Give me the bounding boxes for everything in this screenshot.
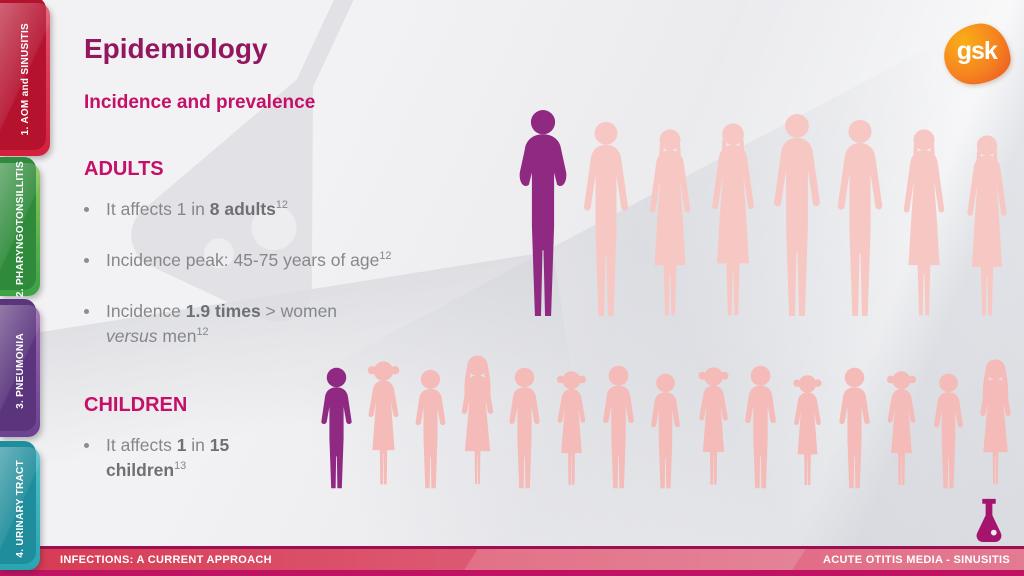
list-item: It affects 1 in 15 children13 <box>84 433 354 483</box>
children-heading: CHILDREN <box>84 394 188 416</box>
adult-figure <box>893 128 955 320</box>
adults-heading: ADULTS <box>84 158 164 180</box>
adult-figure <box>766 112 828 320</box>
list-item: It affects 1 in 8 adults12 <box>84 197 424 222</box>
child-figure <box>314 366 359 490</box>
adult-figure <box>639 128 701 320</box>
sidebar-tab-label: 1. AOM and SINUSITIS <box>19 23 31 136</box>
adults-section: ADULTS It affects 1 in 8 adults12 Incide… <box>84 158 424 375</box>
child-figure <box>455 354 500 490</box>
bullet-icon <box>84 258 89 263</box>
child-figure <box>973 358 1018 490</box>
bullet-text: It affects 1 in 8 adults12 <box>106 199 288 219</box>
sidebar-tab-pneumonia[interactable]: 3. PNEUMONIA <box>0 299 40 437</box>
child-figure <box>738 364 783 490</box>
child-figure <box>879 370 924 490</box>
footer-main-bar: INFECTIONS: A CURRENT APPROACH ACUTE OTI… <box>0 549 1024 570</box>
gsk-logo: gsk <box>941 20 1013 88</box>
footer-sheen <box>461 549 809 570</box>
child-figure <box>643 372 688 490</box>
gsk-logo-text: gsk <box>956 37 997 66</box>
footer-left-text: INFECTIONS: A CURRENT APPROACH <box>60 553 272 566</box>
bullet-icon <box>84 207 89 212</box>
flask-icon <box>976 498 1002 542</box>
children-section: CHILDREN It affects 1 in 15 children13 <box>84 394 354 509</box>
child-figure <box>691 366 736 490</box>
footer-bar: INFECTIONS: A CURRENT APPROACH ACUTE OTI… <box>0 546 1024 576</box>
page-subtitle: Incidence and prevalence <box>84 92 316 113</box>
page-title: Epidemiology <box>84 33 268 64</box>
footer-bottom-strip <box>0 570 1024 576</box>
child-figure <box>926 372 971 490</box>
adult-figure <box>956 134 1018 320</box>
sidebar-tab-label: 2. PHARYNGOTONSILLITIS <box>14 161 26 298</box>
adult-figure <box>829 118 891 320</box>
adult-figure <box>512 108 574 320</box>
bullet-icon <box>84 443 89 448</box>
sidebar-tab-urinary-tract[interactable]: 4. URINARY TRACT <box>0 441 40 570</box>
bullet-icon <box>84 309 89 314</box>
bullet-text: Incidence peak: 45-75 years of age12 <box>106 250 392 270</box>
list-item: Incidence peak: 45-75 years of age12 <box>84 248 424 273</box>
flask-watermark-icon <box>131 0 376 322</box>
sidebar-tab-pharyngotonsillitis[interactable]: 2. PHARYNGOTONSILLITIS <box>0 157 40 298</box>
children-silhouettes-row <box>314 348 1018 490</box>
child-figure <box>596 364 641 490</box>
adults-silhouettes-row <box>512 106 1018 320</box>
sidebar-tab-label: 4. URINARY TRACT <box>14 459 26 558</box>
bullet-text: Incidence 1.9 times > women versus men12 <box>106 301 338 346</box>
child-figure <box>361 360 406 490</box>
sidebar-tab-aom-sinusitis[interactable]: 1. AOM and SINUSITIS <box>0 0 50 156</box>
child-figure <box>832 366 877 490</box>
adults-bullet-list: It affects 1 in 8 adults12 Incidence pea… <box>84 197 424 349</box>
adult-figure <box>575 120 637 320</box>
child-figure <box>502 366 547 490</box>
child-figure <box>549 370 594 490</box>
adult-figure <box>702 122 764 320</box>
bullet-text: It affects 1 in 15 children13 <box>106 435 230 480</box>
footer-right-text: ACUTE OTITIS MEDIA - SINUSITIS <box>822 553 1010 566</box>
sidebar-tab-label: 3. PNEUMONIA <box>14 333 26 409</box>
child-figure <box>408 368 453 490</box>
children-bullet-list: It affects 1 in 15 children13 <box>84 433 354 483</box>
list-item: Incidence 1.9 times > women versus men12 <box>84 299 424 349</box>
child-figure <box>785 374 830 490</box>
